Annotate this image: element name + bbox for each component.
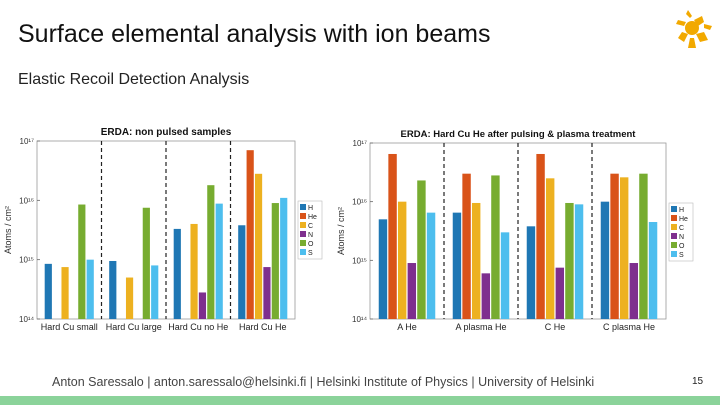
category-label: Hard Cu no He [168, 322, 228, 332]
y-axis-label: Atoms / cm² [3, 206, 13, 254]
legend-swatch-o [300, 240, 306, 246]
y-tick-label: 10¹⁵ [352, 256, 367, 265]
legend-swatch-he [671, 215, 677, 221]
legend-swatch-o [671, 242, 677, 248]
legend-swatch-c [671, 224, 677, 230]
bar-he-4 [246, 150, 254, 319]
y-tick-label: 10¹⁶ [352, 198, 367, 207]
bar-n-2 [481, 273, 491, 319]
bar-o-3 [207, 185, 215, 319]
bar-c-2 [125, 277, 134, 319]
bar-he-4 [610, 173, 619, 319]
bar-n-4 [263, 267, 271, 319]
bar-o-2 [491, 175, 500, 319]
legend-swatch-s [300, 249, 306, 255]
slide-subtitle: Elastic Recoil Detection Analysis [18, 71, 250, 88]
y-tick-label: 10¹⁷ [353, 139, 368, 148]
legend-label-h: H [679, 207, 684, 214]
flame-logo-icon [676, 10, 712, 48]
bottom-bar [0, 396, 720, 405]
legend-swatch-he [300, 213, 306, 219]
legend-label-he: He [308, 214, 317, 221]
bar-h-4 [600, 201, 610, 319]
footer-text: Anton Saressalo | anton.saressalo@helsin… [52, 375, 595, 389]
y-tick-label: 10¹⁴ [19, 315, 35, 324]
bar-h-2 [109, 260, 117, 319]
bar-n-1 [407, 263, 417, 319]
legend-label-n: N [679, 234, 684, 241]
legend-label-c: C [308, 223, 313, 230]
legend-label-o: O [308, 241, 314, 248]
category-label: C He [545, 322, 566, 332]
category-label: A He [397, 322, 417, 332]
bar-s-3 [215, 203, 223, 319]
bar-c-4 [254, 173, 263, 319]
bar-he-1 [388, 153, 397, 319]
bar-c-1 [397, 201, 407, 319]
bar-o-2 [142, 207, 150, 319]
bar-c-3 [545, 178, 555, 319]
chart-title: ERDA: Hard Cu He after pulsing & plasma … [401, 129, 637, 140]
bar-c-1 [61, 267, 69, 319]
legend-label-c: C [679, 225, 684, 232]
y-tick-label: 10¹⁶ [19, 196, 34, 205]
chart-title: ERDA: non pulsed samples [101, 127, 232, 138]
y-tick-label: 10¹⁴ [352, 315, 368, 324]
legend-swatch-s [671, 251, 677, 257]
bar-s-1 [426, 212, 436, 319]
bar-o-3 [565, 202, 574, 319]
category-label: C plasma He [603, 322, 655, 332]
legend-swatch-n [300, 231, 306, 237]
bar-n-4 [629, 263, 639, 319]
bar-h-4 [238, 225, 246, 319]
bar-s-4 [648, 222, 658, 319]
bar-o-4 [639, 173, 648, 319]
bar-s-1 [86, 259, 94, 319]
chart-after-pulsing: ERDA: Hard Cu He after pulsing & plasma … [336, 129, 694, 332]
bar-s-3 [574, 204, 584, 319]
legend-swatch-h [300, 204, 306, 210]
category-label: Hard Cu He [239, 322, 287, 332]
bar-s-2 [151, 265, 159, 319]
bar-he-2 [462, 173, 471, 319]
bar-n-3 [555, 267, 565, 319]
category-label: Hard Cu small [41, 322, 98, 332]
bar-h-1 [378, 219, 388, 319]
legend-label-o: O [679, 243, 685, 250]
bar-s-4 [280, 197, 288, 319]
category-label: A plasma He [455, 322, 506, 332]
y-tick-label: 10¹⁵ [19, 256, 34, 265]
legend-label-s: S [308, 250, 313, 257]
legend-swatch-n [671, 233, 677, 239]
legend-label-h: H [308, 205, 313, 212]
legend-label-s: S [679, 252, 684, 259]
y-tick-label: 10¹⁷ [20, 137, 35, 146]
legend-label-he: He [679, 216, 688, 223]
bar-c-4 [619, 177, 629, 319]
bar-o-1 [417, 180, 426, 319]
legend-label-n: N [308, 232, 313, 239]
bar-s-2 [500, 232, 510, 319]
legend-swatch-c [300, 222, 306, 228]
page-number: 15 [692, 376, 704, 387]
bar-o-1 [78, 204, 86, 319]
bar-o-4 [271, 203, 279, 319]
legend-swatch-h [671, 206, 677, 212]
bar-h-2 [452, 212, 462, 319]
y-axis-label: Atoms / cm² [336, 207, 346, 255]
bar-c-3 [190, 223, 198, 319]
bar-h-3 [526, 226, 536, 319]
bar-he-3 [536, 153, 545, 319]
bar-n-3 [198, 292, 207, 319]
category-label: Hard Cu large [106, 322, 162, 332]
chart-non-pulsed: ERDA: non pulsed samples 10¹⁴ 10¹⁵ 10¹⁶ 10¹⁷… [3, 127, 323, 332]
bar-h-3 [173, 228, 181, 319]
bar-h-1 [44, 263, 52, 319]
bar-c-2 [471, 202, 481, 319]
slide-title: Surface elemental analysis with ion beam… [18, 20, 491, 48]
